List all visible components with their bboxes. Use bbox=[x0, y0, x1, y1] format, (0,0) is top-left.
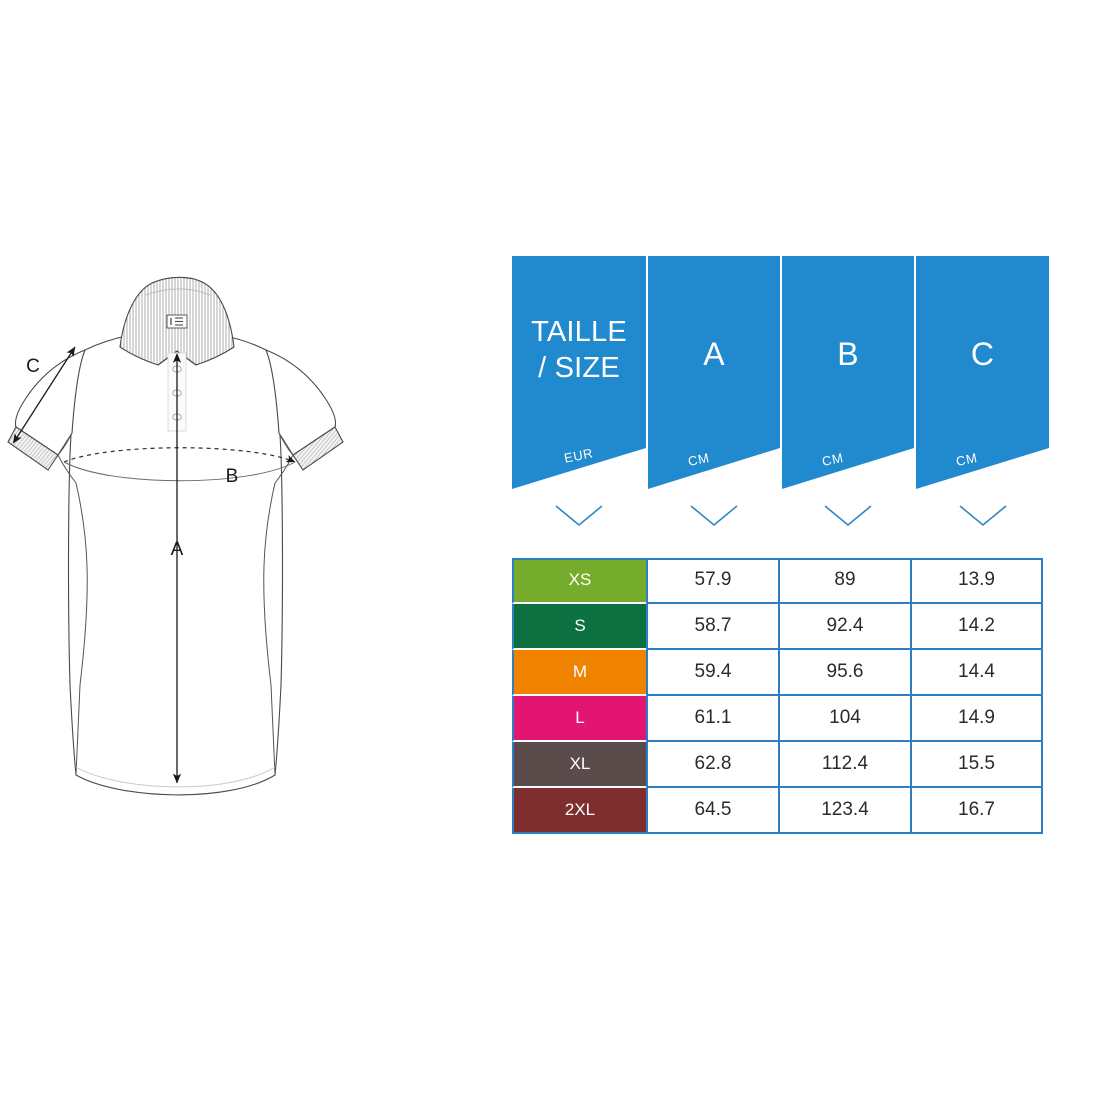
header-blue-panel bbox=[916, 256, 1049, 489]
table-row[interactable]: M 59.4 95.6 14.4 bbox=[512, 650, 1043, 696]
value-cell-b: 95.6 bbox=[778, 650, 910, 696]
header-title-size: TAILLE / SIZE bbox=[531, 316, 627, 385]
value-cell-c: 16.7 bbox=[910, 788, 1043, 834]
measure-c-line bbox=[12, 346, 76, 444]
header-col-c: C CM bbox=[916, 256, 1049, 558]
value-cell-b: 123.4 bbox=[778, 788, 910, 834]
table-header: TAILLE / SIZE EUR A CM B CM bbox=[512, 256, 1049, 558]
value-cell-b: 112.4 bbox=[778, 742, 910, 788]
value-cell-c: 14.2 bbox=[910, 604, 1043, 650]
table-body: XS 57.9 89 13.9 S 58.7 92.4 14.2 M 59.4 95.6 14.4 L 6… bbox=[512, 558, 1043, 834]
header-title-b: B bbox=[837, 336, 859, 372]
value-cell-a: 57.9 bbox=[646, 558, 778, 604]
table-row[interactable]: L 61.1 104 14.9 bbox=[512, 696, 1043, 742]
value-cell-b: 104 bbox=[778, 696, 910, 742]
measure-label-a: A bbox=[171, 539, 184, 560]
table-top-rule bbox=[512, 558, 1043, 560]
garment-illustration: A B C bbox=[0, 255, 460, 835]
size-label-cell: M bbox=[512, 650, 646, 696]
brand-label-icon bbox=[166, 314, 188, 329]
value-cell-c: 13.9 bbox=[910, 558, 1043, 604]
value-cell-c: 14.4 bbox=[910, 650, 1043, 696]
size-label-cell: XL bbox=[512, 742, 646, 788]
header-title-c: C bbox=[970, 336, 995, 372]
value-cell-a: 58.7 bbox=[646, 604, 778, 650]
table-row[interactable]: 2XL 64.5 123.4 16.7 bbox=[512, 788, 1043, 834]
header-col-size: TAILLE / SIZE EUR bbox=[512, 256, 648, 558]
size-label-cell: XS bbox=[512, 558, 646, 604]
measure-label-b: B bbox=[226, 466, 239, 487]
table-row[interactable]: S 58.7 92.4 14.2 bbox=[512, 604, 1043, 650]
value-cell-a: 62.8 bbox=[646, 742, 778, 788]
measure-label-c: C bbox=[26, 356, 40, 377]
table-row[interactable]: XS 57.9 89 13.9 bbox=[512, 558, 1043, 604]
header-blue-panel bbox=[512, 256, 646, 489]
size-label-cell: L bbox=[512, 696, 646, 742]
chevron-down-icon[interactable] bbox=[822, 503, 874, 534]
header-col-b: B CM bbox=[782, 256, 916, 558]
value-cell-a: 64.5 bbox=[646, 788, 778, 834]
value-cell-c: 14.9 bbox=[910, 696, 1043, 742]
table-row[interactable]: XL 62.8 112.4 15.5 bbox=[512, 742, 1043, 788]
value-cell-b: 89 bbox=[778, 558, 910, 604]
size-label-cell: S bbox=[512, 604, 646, 650]
value-cell-c: 15.5 bbox=[910, 742, 1043, 788]
value-cell-a: 61.1 bbox=[646, 696, 778, 742]
value-cell-a: 59.4 bbox=[646, 650, 778, 696]
header-blue-panel bbox=[782, 256, 914, 489]
chevron-down-icon[interactable] bbox=[957, 503, 1009, 534]
chevron-down-icon[interactable] bbox=[553, 503, 605, 534]
header-title-a: A bbox=[703, 336, 725, 372]
chevron-down-icon[interactable] bbox=[688, 503, 740, 534]
size-chart-table: TAILLE / SIZE EUR A CM B CM bbox=[512, 256, 1049, 838]
header-col-a: A CM bbox=[648, 256, 782, 558]
value-cell-b: 92.4 bbox=[778, 604, 910, 650]
header-blue-panel bbox=[648, 256, 780, 489]
size-label-cell: 2XL bbox=[512, 788, 646, 834]
